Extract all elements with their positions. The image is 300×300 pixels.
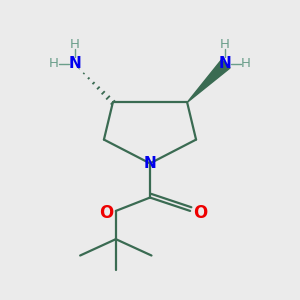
Text: O: O (193, 204, 207, 222)
Text: N: N (144, 156, 156, 171)
Polygon shape (187, 60, 230, 102)
Text: H: H (70, 38, 80, 51)
Text: O: O (99, 204, 113, 222)
Text: H: H (49, 57, 59, 70)
Text: N: N (218, 56, 231, 71)
Text: H: H (241, 57, 251, 70)
Text: N: N (69, 56, 82, 71)
Text: H: H (220, 38, 230, 51)
